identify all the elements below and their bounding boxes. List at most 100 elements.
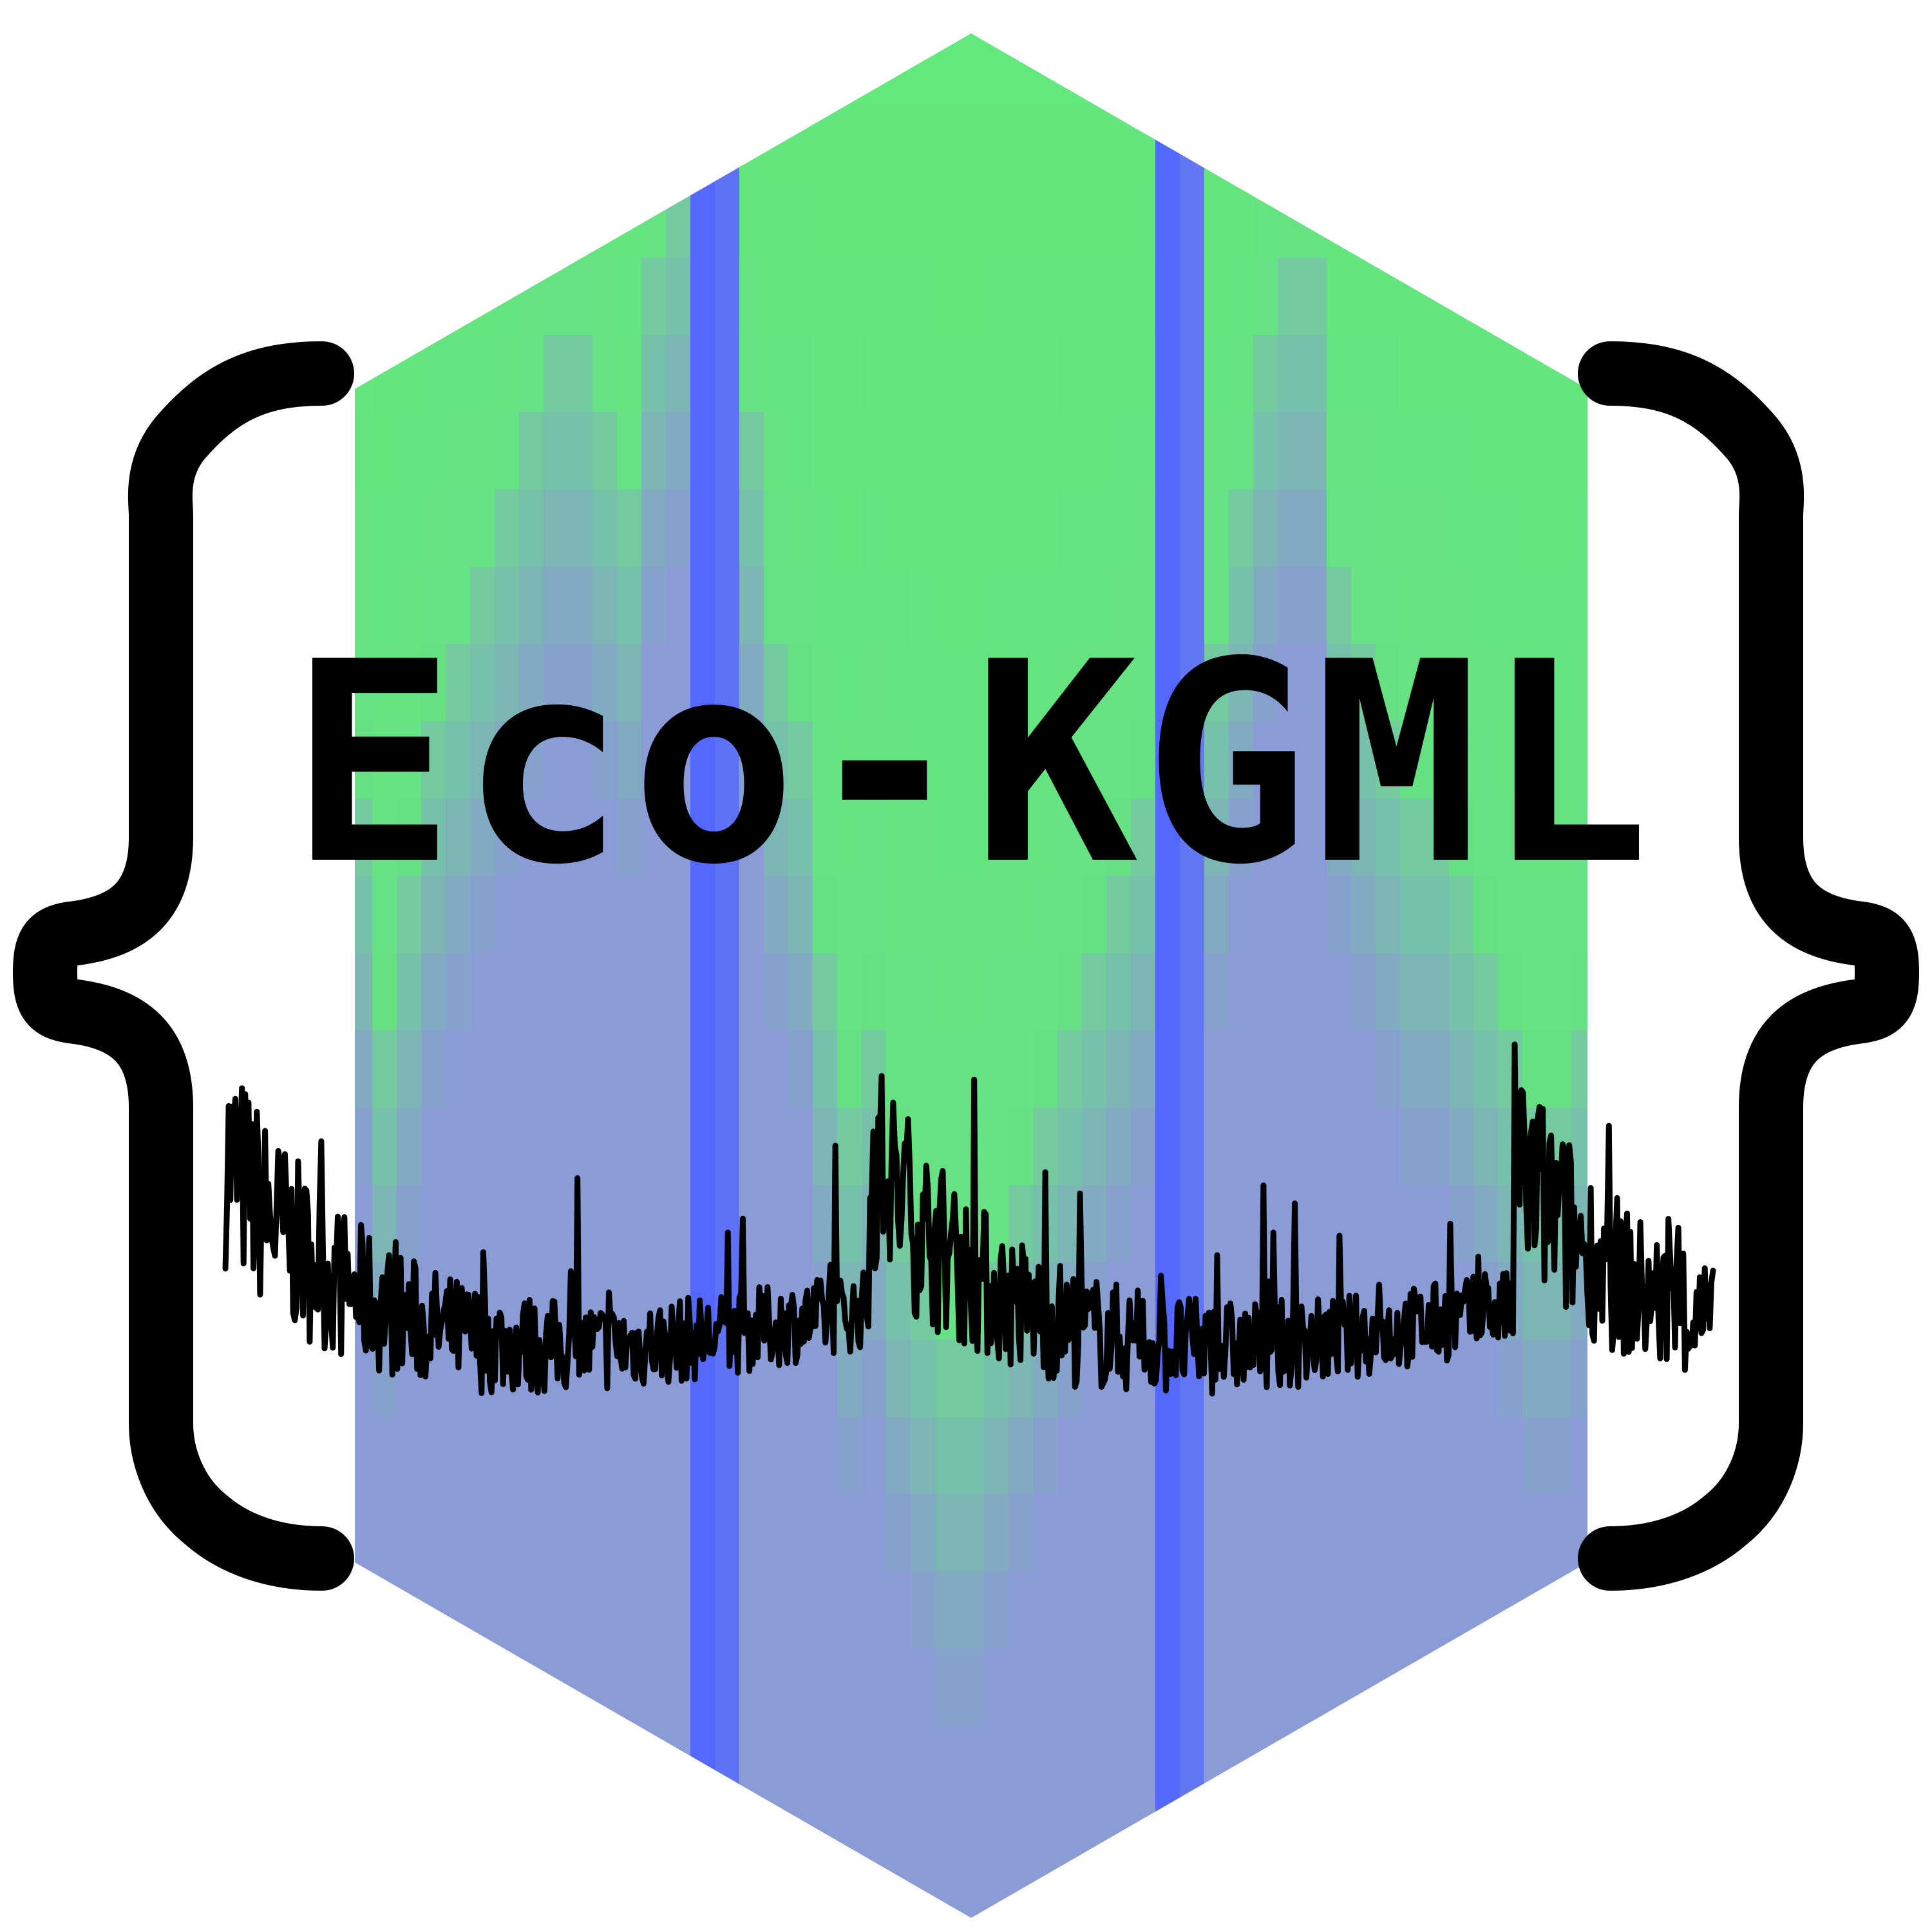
heatmap-cell <box>813 412 838 490</box>
heatmap-cell <box>1204 953 1229 1031</box>
heatmap-cell <box>495 1803 520 1881</box>
heatmap-cell <box>764 1494 789 1572</box>
heatmap-cell <box>813 1649 838 1727</box>
heatmap-cell <box>544 1726 569 1804</box>
heatmap-cell <box>837 799 862 876</box>
heatmap-cell <box>935 1417 960 1495</box>
heatmap-cell <box>764 412 789 490</box>
heatmap-cell <box>1180 258 1205 336</box>
heatmap-cell <box>1106 103 1132 181</box>
heatmap-cell <box>764 103 789 181</box>
heatmap-cell <box>1033 1571 1058 1649</box>
heatmap-cell <box>690 1108 715 1186</box>
heatmap-cell <box>1057 953 1083 1031</box>
heatmap-cell <box>1106 1494 1132 1572</box>
heatmap-cell <box>323 258 348 336</box>
heatmap-cell <box>1327 1108 1352 1186</box>
heatmap-cell <box>1155 567 1180 645</box>
heatmap-cell <box>935 799 960 876</box>
heatmap-cell <box>1327 644 1352 722</box>
heatmap-cell <box>1180 1649 1205 1727</box>
heatmap-cell <box>544 1649 569 1727</box>
heatmap-cell <box>323 180 348 258</box>
heatmap-cell <box>813 180 838 258</box>
heatmap-cell <box>495 1030 520 1108</box>
heatmap-cell <box>1694 799 1719 876</box>
heatmap-cell <box>1033 721 1058 799</box>
heatmap-cell <box>1473 1030 1499 1108</box>
heatmap-cell <box>1082 103 1107 181</box>
heatmap-cell <box>1155 412 1180 490</box>
heatmap-cell <box>1522 644 1548 722</box>
heatmap-cell <box>1351 1185 1376 1263</box>
heatmap-cell <box>1327 103 1352 181</box>
heatmap-cell <box>1033 103 1058 181</box>
heatmap-cell <box>1229 489 1254 567</box>
heatmap-cell <box>323 103 348 181</box>
heatmap-cell <box>1106 489 1132 567</box>
heatmap-cell <box>1253 335 1278 413</box>
heatmap-cell <box>592 1726 618 1804</box>
heatmap-cell <box>592 799 618 876</box>
heatmap-cell <box>984 799 1009 876</box>
heatmap-cell <box>1082 1494 1107 1572</box>
heatmap-cell <box>788 33 813 104</box>
heatmap-cell <box>1571 1030 1587 1108</box>
heatmap-cell <box>225 721 251 799</box>
heatmap-cell <box>960 1571 985 1649</box>
heatmap-cell <box>1620 1030 1645 1108</box>
heatmap-cell <box>568 644 593 722</box>
heatmap-cell <box>935 1649 960 1727</box>
heatmap-cell <box>274 489 299 567</box>
heatmap-cell <box>666 1649 691 1727</box>
heatmap-cell <box>788 721 813 799</box>
heatmap-cell <box>519 103 544 181</box>
heatmap-cell <box>1033 953 1058 1031</box>
heatmap-cell <box>715 567 740 645</box>
heatmap-cell <box>837 1571 862 1649</box>
heatmap-cell <box>1253 1030 1278 1108</box>
heatmap-cell <box>519 180 544 258</box>
heatmap-cell <box>739 180 764 258</box>
heatmap-cell <box>446 1108 471 1186</box>
heatmap-cell <box>837 1880 862 1918</box>
heatmap-cell <box>690 258 715 336</box>
heatmap-cell <box>1376 953 1401 1031</box>
heatmap-cell <box>1522 180 1548 258</box>
heatmap-cell <box>690 1417 715 1495</box>
heatmap-cell <box>1596 412 1621 490</box>
heatmap-cell <box>960 1649 985 1727</box>
heatmap-cell <box>372 799 397 876</box>
heatmap-cell <box>250 258 275 336</box>
heatmap-cell <box>1302 33 1327 104</box>
heatmap-cell <box>372 1417 397 1495</box>
heatmap-cell <box>1596 180 1621 258</box>
heatmap-cell <box>592 335 618 413</box>
heatmap-cell <box>813 799 838 876</box>
heatmap-cell <box>1498 721 1523 799</box>
heatmap-cell <box>1106 1726 1132 1804</box>
heatmap-cell <box>862 1571 887 1649</box>
heatmap-cell <box>1645 1803 1670 1881</box>
heatmap-cell <box>225 1649 251 1727</box>
heatmap-cell <box>1376 1185 1401 1263</box>
heatmap-cell <box>935 876 960 954</box>
heatmap-cell <box>739 489 764 567</box>
heatmap-cell <box>355 180 373 258</box>
heatmap-cell <box>617 258 642 336</box>
heatmap-cell <box>715 1880 740 1918</box>
heatmap-cell <box>911 180 936 258</box>
heatmap-cell <box>886 1649 911 1727</box>
heatmap-cell <box>1009 1726 1034 1804</box>
heatmap-cell <box>1302 412 1327 490</box>
heatmap-cell <box>250 1030 275 1108</box>
heatmap-cell <box>666 180 691 258</box>
heatmap-stripes <box>225 33 1719 1918</box>
heatmap-cell <box>1547 489 1572 567</box>
heatmap-cell <box>421 1494 446 1572</box>
heatmap-cell <box>1009 1880 1034 1918</box>
heatmap-cell <box>911 1571 936 1649</box>
heatmap-cell <box>1106 567 1132 645</box>
heatmap-cell <box>446 1571 471 1649</box>
heatmap-cell <box>372 1649 397 1727</box>
